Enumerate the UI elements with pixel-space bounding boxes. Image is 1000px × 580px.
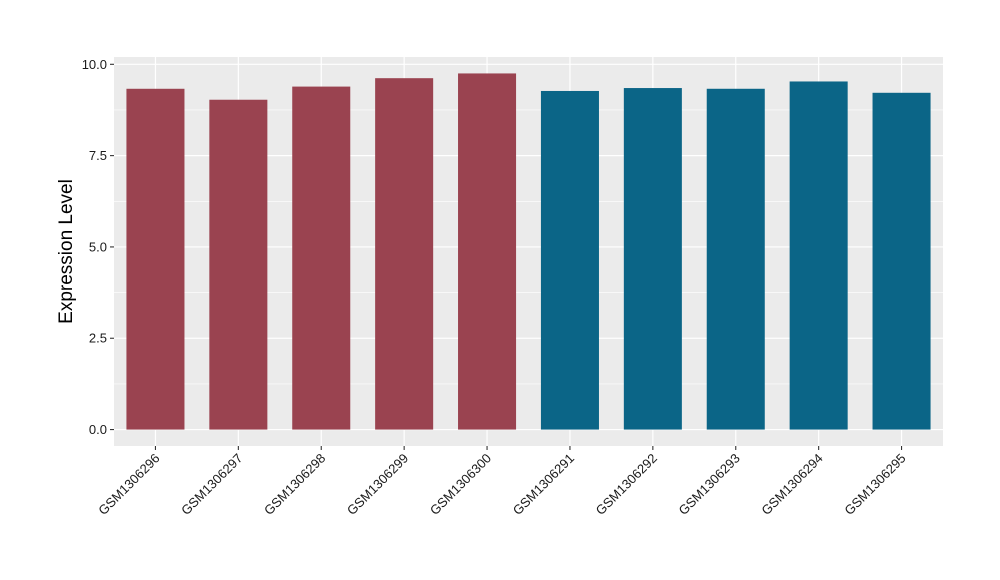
x-tick-label: GSM1306293 (676, 451, 743, 518)
bar-GSM1306292 (623, 88, 682, 430)
bar-GSM1306299 (375, 78, 434, 430)
y-tick-label: 7.5 (89, 148, 107, 163)
bars (126, 73, 931, 430)
y-tick-label: 5.0 (89, 239, 107, 254)
y-tick-label: 2.5 (89, 331, 107, 346)
y-tick-label: 10.0 (82, 57, 107, 72)
bar-GSM1306294 (789, 81, 848, 430)
bar-GSM1306300 (458, 73, 517, 430)
x-tick-label: GSM1306294 (758, 451, 825, 518)
y-axis-title: Expression Level (56, 179, 77, 324)
bar-GSM1306293 (706, 88, 765, 430)
x-tick-label: GSM1306291 (510, 451, 577, 518)
y-axis: 0.0 2.5 5.0 7.5 10.0 (82, 57, 114, 437)
x-tick-label: GSM1306299 (344, 451, 411, 518)
bar-GSM1306297 (209, 99, 268, 430)
x-tick-label: GSM1306300 (427, 451, 494, 518)
x-tick-label: GSM1306297 (178, 451, 245, 518)
x-tick-label: GSM1306292 (593, 451, 660, 518)
x-tick-label: GSM1306296 (95, 451, 162, 518)
y-tick-label: 0.0 (89, 422, 107, 437)
bar-GSM1306295 (872, 92, 931, 430)
bar-GSM1306291 (540, 90, 599, 430)
bar-GSM1306296 (126, 88, 185, 430)
x-tick-label: GSM1306298 (261, 451, 328, 518)
bar-GSM1306298 (292, 86, 351, 430)
x-axis: GSM1306296 GSM1306297 GSM1306298 GSM1306299… (95, 446, 909, 518)
x-tick-label: GSM1306295 (841, 451, 908, 518)
